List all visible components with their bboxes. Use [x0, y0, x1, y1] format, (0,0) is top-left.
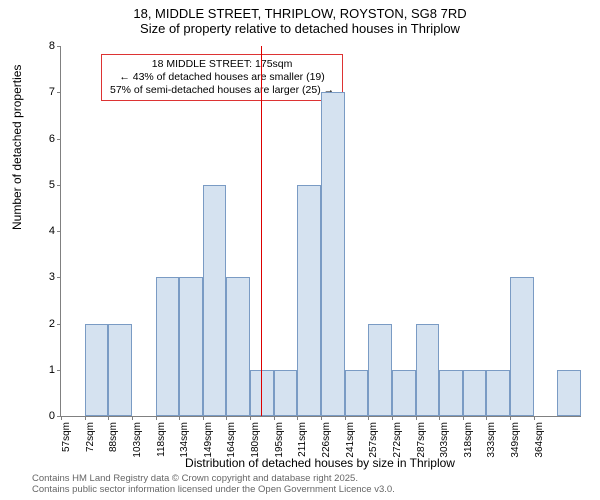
x-tick-mark [156, 416, 157, 420]
histogram-bar [510, 277, 534, 416]
x-tick-mark [463, 416, 464, 420]
y-tick-label: 5 [33, 179, 55, 191]
y-tick-mark [57, 324, 61, 325]
x-axis-label: Distribution of detached houses by size … [60, 456, 580, 470]
x-tick-mark [85, 416, 86, 420]
y-axis-label: Number of detached properties [10, 65, 24, 230]
histogram-bar [203, 185, 227, 416]
x-tick-mark [510, 416, 511, 420]
x-tick-mark [345, 416, 346, 420]
histogram-bar [108, 324, 132, 417]
histogram-bar [321, 92, 345, 416]
x-tick-mark [108, 416, 109, 420]
y-tick-label: 1 [33, 364, 55, 376]
histogram-bar [557, 370, 581, 416]
histogram-bar [85, 324, 109, 417]
y-tick-mark [57, 139, 61, 140]
annotation-line-3: 57% of semi-detached houses are larger (… [110, 84, 334, 97]
x-tick-mark [534, 416, 535, 420]
histogram-bar [297, 185, 321, 416]
histogram-bar [274, 370, 298, 416]
y-tick-label: 0 [33, 410, 55, 422]
y-tick-mark [57, 92, 61, 93]
x-tick-mark [416, 416, 417, 420]
annotation-line-2: ← 43% of detached houses are smaller (19… [110, 71, 334, 84]
histogram-bar [463, 370, 487, 416]
annotation-line-1: 18 MIDDLE STREET: 175sqm [110, 58, 334, 71]
histogram-bar [250, 370, 274, 416]
histogram-bar [179, 277, 203, 416]
x-tick-mark [321, 416, 322, 420]
x-tick-mark [274, 416, 275, 420]
y-tick-label: 4 [33, 225, 55, 237]
x-tick-mark [439, 416, 440, 420]
histogram-bar [156, 277, 180, 416]
x-tick-mark [179, 416, 180, 420]
y-tick-mark [57, 185, 61, 186]
histogram-bar [416, 324, 440, 417]
histogram-bar [486, 370, 510, 416]
annotation-callout: 18 MIDDLE STREET: 175sqm ← 43% of detach… [101, 54, 343, 101]
plot-area: 18 MIDDLE STREET: 175sqm ← 43% of detach… [60, 46, 581, 417]
histogram-bar [392, 370, 416, 416]
histogram-bar [345, 370, 369, 416]
footer-attribution: Contains HM Land Registry data © Crown c… [32, 474, 395, 496]
y-tick-label: 7 [33, 86, 55, 98]
y-tick-label: 8 [33, 40, 55, 52]
y-tick-label: 3 [33, 271, 55, 283]
histogram-bar [368, 324, 392, 417]
chart-title-block: 18, MIDDLE STREET, THRIPLOW, ROYSTON, SG… [0, 6, 600, 36]
histogram-bar [226, 277, 250, 416]
chart-container: 18, MIDDLE STREET, THRIPLOW, ROYSTON, SG… [0, 0, 600, 500]
x-tick-mark [486, 416, 487, 420]
y-tick-mark [57, 231, 61, 232]
x-tick-mark [368, 416, 369, 420]
y-tick-mark [57, 277, 61, 278]
histogram-bar [439, 370, 463, 416]
title-line-1: 18, MIDDLE STREET, THRIPLOW, ROYSTON, SG… [0, 6, 600, 21]
x-tick-mark [392, 416, 393, 420]
title-line-2: Size of property relative to detached ho… [0, 21, 600, 36]
x-tick-mark [226, 416, 227, 420]
x-tick-mark [297, 416, 298, 420]
x-tick-mark [132, 416, 133, 420]
x-tick-mark [203, 416, 204, 420]
x-tick-mark [250, 416, 251, 420]
footer-line-2: Contains public sector information licen… [32, 485, 395, 496]
x-tick-mark [61, 416, 62, 420]
y-tick-mark [57, 370, 61, 371]
y-tick-mark [57, 46, 61, 47]
y-tick-label: 2 [33, 318, 55, 330]
y-tick-label: 6 [33, 133, 55, 145]
marker-line [261, 46, 262, 416]
